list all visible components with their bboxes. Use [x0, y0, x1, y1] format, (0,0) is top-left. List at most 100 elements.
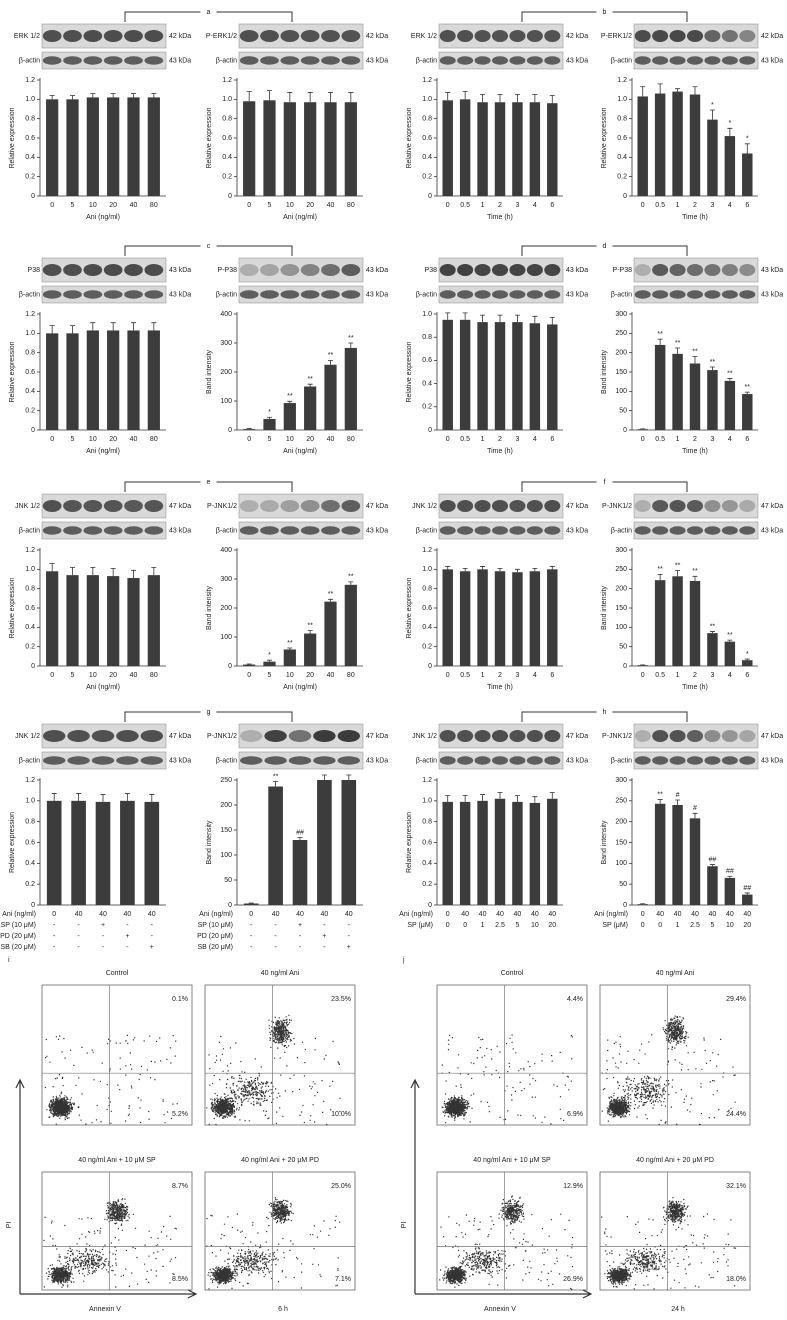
significance: ** — [348, 574, 354, 581]
bar — [292, 840, 308, 905]
condition-value: - — [102, 944, 105, 951]
significance: ** — [692, 348, 698, 355]
condition-value: - — [53, 933, 56, 940]
bar — [127, 97, 140, 196]
blot-size: 43 kDa — [566, 291, 588, 298]
blot-band — [300, 264, 320, 276]
blot-band — [509, 264, 526, 276]
y-axis-title: Relative expression — [406, 812, 413, 873]
significance: ** — [675, 562, 681, 569]
blot-label: β-actin — [611, 757, 632, 764]
bar — [268, 786, 283, 905]
blot-band — [83, 56, 103, 65]
condition-value: - — [53, 944, 56, 951]
significance: ** — [657, 791, 663, 798]
error-bar — [532, 315, 538, 324]
bar — [263, 418, 276, 430]
condition-label: SP (μM) — [602, 922, 628, 929]
blot-band — [144, 264, 164, 276]
blot-band — [652, 526, 669, 535]
blot-size: 43 kDa — [366, 757, 388, 764]
bar — [529, 102, 541, 196]
condition-value: 0 — [446, 911, 450, 918]
blot-band — [634, 290, 651, 299]
blot-band — [124, 56, 143, 65]
blot-size: 42 kDa — [169, 33, 191, 40]
y-tick-label: 1.0 — [422, 96, 432, 103]
error-bar — [549, 566, 555, 570]
condition-value: - — [77, 933, 80, 940]
y-tick-label: 1.2 — [25, 311, 35, 318]
condition-value: 2.5 — [495, 922, 505, 929]
y-tick-label: 50 — [619, 881, 627, 888]
error-bar — [480, 314, 486, 323]
label-bg — [200, 238, 217, 254]
error-bar — [49, 325, 55, 334]
blot-band — [321, 56, 340, 65]
x-tick-label: 1 — [481, 202, 485, 209]
x-tick-label: 20 — [109, 202, 117, 209]
y-tick-label: 0.6 — [222, 135, 232, 142]
label-bg — [200, 704, 217, 720]
error-bar — [90, 567, 96, 576]
plot-title: 40 ng/ml Ani — [261, 970, 300, 977]
blot-band — [721, 290, 738, 299]
y-axis-title: Relative expression — [406, 577, 413, 638]
blot-size: 47 kDa — [761, 503, 783, 510]
blot-band — [652, 756, 669, 765]
bar — [459, 571, 471, 666]
blot-band — [721, 526, 738, 535]
x-tick-label: 4 — [728, 436, 732, 443]
y-tick-label: 0.2 — [617, 174, 627, 181]
x-tick-label: 80 — [347, 436, 355, 443]
x-tick-label: 40 — [130, 672, 138, 679]
blot-band — [474, 56, 491, 65]
blot-band — [491, 730, 509, 742]
y-tick-label: 0 — [428, 427, 432, 434]
blot-label: β-actin — [216, 291, 237, 298]
x-tick-label: 0 — [50, 436, 54, 443]
y-tick-label: 0.4 — [422, 860, 432, 867]
blot-band — [91, 756, 115, 765]
blot-band — [341, 264, 361, 276]
blot-band — [313, 730, 336, 742]
error-bar — [727, 378, 733, 381]
x-tick-label: 3 — [710, 202, 714, 209]
bar — [547, 324, 558, 430]
bar — [654, 93, 666, 196]
y-tick-label: 1.0 — [25, 798, 35, 805]
bar — [529, 323, 541, 430]
blot-band — [686, 264, 704, 276]
x-tick-label: 0 — [50, 672, 54, 679]
blot-band — [704, 290, 721, 299]
y-tick-label: 100 — [220, 634, 232, 641]
y-tick-label: 400 — [220, 311, 232, 318]
y-tick-label: 0.6 — [25, 135, 35, 142]
x-tick-label: 0.5 — [460, 202, 470, 209]
bar — [512, 102, 523, 196]
y-axis-title: Relative expression — [9, 341, 16, 402]
x-tick-label: 10 — [89, 436, 97, 443]
y-tick-label: 0.2 — [422, 881, 432, 888]
error-bar — [657, 799, 663, 804]
error-bar — [514, 314, 520, 323]
x-tick-label: 2 — [498, 202, 502, 209]
error-bar — [246, 663, 252, 665]
blot-band — [739, 730, 756, 742]
bar — [304, 633, 317, 666]
blot-band — [509, 500, 526, 512]
condition-value: 2.5 — [690, 922, 700, 929]
condition-value: - — [77, 944, 80, 951]
blot-band — [704, 264, 721, 276]
x-tick-label: 80 — [150, 672, 158, 679]
blot-band — [144, 290, 164, 299]
blot-band — [491, 264, 509, 276]
error-bar — [532, 796, 538, 803]
condition-value: 5 — [710, 922, 714, 929]
error-bar — [297, 837, 303, 840]
x-tick-label: 3 — [515, 202, 519, 209]
plot-title: 40 ng/ml Ani + 10 μM SP — [473, 1157, 551, 1164]
blot-band — [526, 264, 543, 276]
bar — [304, 102, 317, 196]
plot-title: 40 ng/ml Ani — [656, 970, 695, 977]
